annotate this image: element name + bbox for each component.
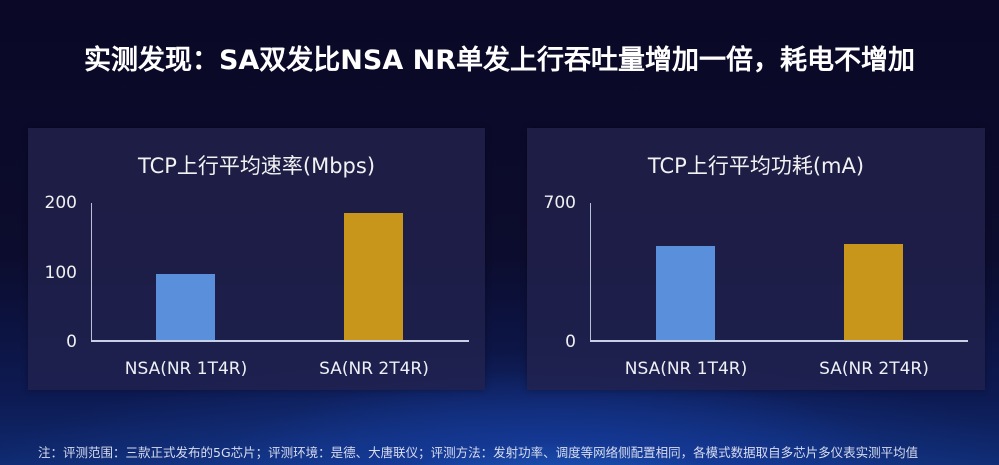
bar-sa	[844, 243, 903, 340]
bar-nsa	[156, 273, 215, 340]
x-axis	[91, 340, 469, 342]
plot-area: 0 100 200 NSA(NR 1T4R) SA(NR 2T4R)	[45, 193, 469, 379]
y-tick-200: 200	[44, 193, 77, 213]
y-tick-700: 700	[543, 193, 576, 213]
chart-title: TCP上行平均速率(Mbps)	[137, 154, 376, 178]
x-label-sa: SA(NR 2T4R)	[819, 359, 929, 379]
x-axis	[590, 340, 968, 342]
bar-sa	[344, 213, 403, 340]
y-axis	[590, 203, 591, 342]
plot-area: 0 700 NSA(NR 1T4R) SA(NR 2T4R)	[544, 193, 968, 379]
y-tick-100: 100	[44, 262, 77, 283]
y-tick-0: 0	[66, 332, 77, 352]
chart-title: TCP上行平均功耗(mA)	[647, 154, 865, 178]
bar-nsa	[656, 246, 715, 340]
footnote: 注：评测范围：三款正式发布的5G芯片；评测环境：是德、大唐联仪；评测方法：发射功…	[38, 445, 919, 460]
throughput-chart-panel: TCP上行平均速率(Mbps) 0 100 200 NSA(NR 1T4R) S…	[28, 128, 485, 390]
y-axis	[91, 203, 92, 342]
x-label-nsa: NSA(NR 1T4R)	[124, 359, 248, 379]
x-label-sa: SA(NR 2T4R)	[319, 359, 429, 379]
x-label-nsa: NSA(NR 1T4R)	[624, 359, 748, 379]
slide-title: 实测发现：SA双发比NSA NR单发上行吞吐量增加一倍，耗电不增加	[83, 45, 916, 76]
y-tick-0: 0	[565, 332, 576, 352]
power-chart-panel: TCP上行平均功耗(mA) 0 700 NSA(NR 1T4R) SA(NR 2…	[527, 128, 985, 390]
